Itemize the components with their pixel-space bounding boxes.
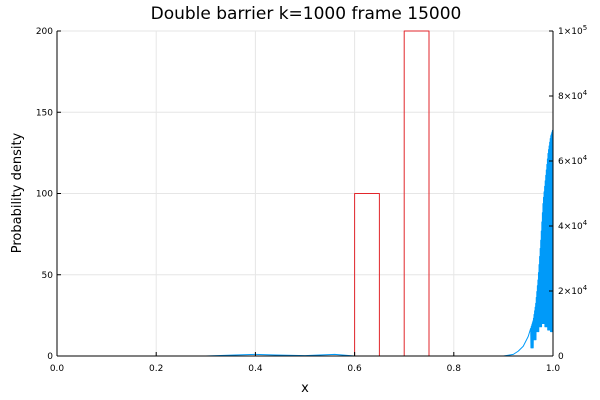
y2-tick-exponent: 4 bbox=[583, 219, 588, 227]
y2-tick-label: 2×104 bbox=[558, 284, 588, 297]
x-tick-label: 0.2 bbox=[149, 364, 163, 374]
tick-labels: 0.0 0.2 0.4 0.6 0.8 1.0 0 50 100 150 200 0 2×104 4×10… bbox=[36, 24, 588, 374]
y-tick-label: 100 bbox=[36, 190, 53, 200]
x-tick-label: 1.0 bbox=[546, 364, 561, 374]
y-axis-title: Probability density bbox=[10, 132, 25, 253]
x-tick-label: 0.8 bbox=[447, 364, 462, 374]
x-tick-label: 0.0 bbox=[50, 364, 65, 374]
y2-tick-label: 4×104 bbox=[558, 219, 588, 232]
x-tick-label: 0.6 bbox=[347, 364, 362, 374]
y2-tick-label: 6×104 bbox=[558, 154, 588, 167]
y-tick-label: 200 bbox=[36, 27, 53, 37]
axes-frame bbox=[56, 30, 554, 357]
y-tick-label: 0 bbox=[47, 352, 53, 362]
x-axis-title: x bbox=[301, 381, 309, 396]
y2-tick-label: 8×104 bbox=[558, 89, 588, 102]
chart-title: Double barrier k=1000 frame 15000 bbox=[151, 4, 462, 24]
y-tick-label: 50 bbox=[42, 271, 54, 281]
y2-tick-exponent: 4 bbox=[583, 154, 588, 162]
y2-tick-label: 1×105 bbox=[558, 24, 587, 37]
y-tick-label: 150 bbox=[36, 108, 53, 118]
density-series-line bbox=[57, 128, 554, 357]
y2-tick-exponent: 4 bbox=[583, 89, 588, 97]
y2-tick-label: 0 bbox=[558, 352, 564, 362]
y2-tick-exponent: 4 bbox=[583, 284, 588, 292]
x-tick-label: 0.4 bbox=[248, 364, 263, 374]
y2-tick-exponent: 5 bbox=[583, 24, 587, 32]
